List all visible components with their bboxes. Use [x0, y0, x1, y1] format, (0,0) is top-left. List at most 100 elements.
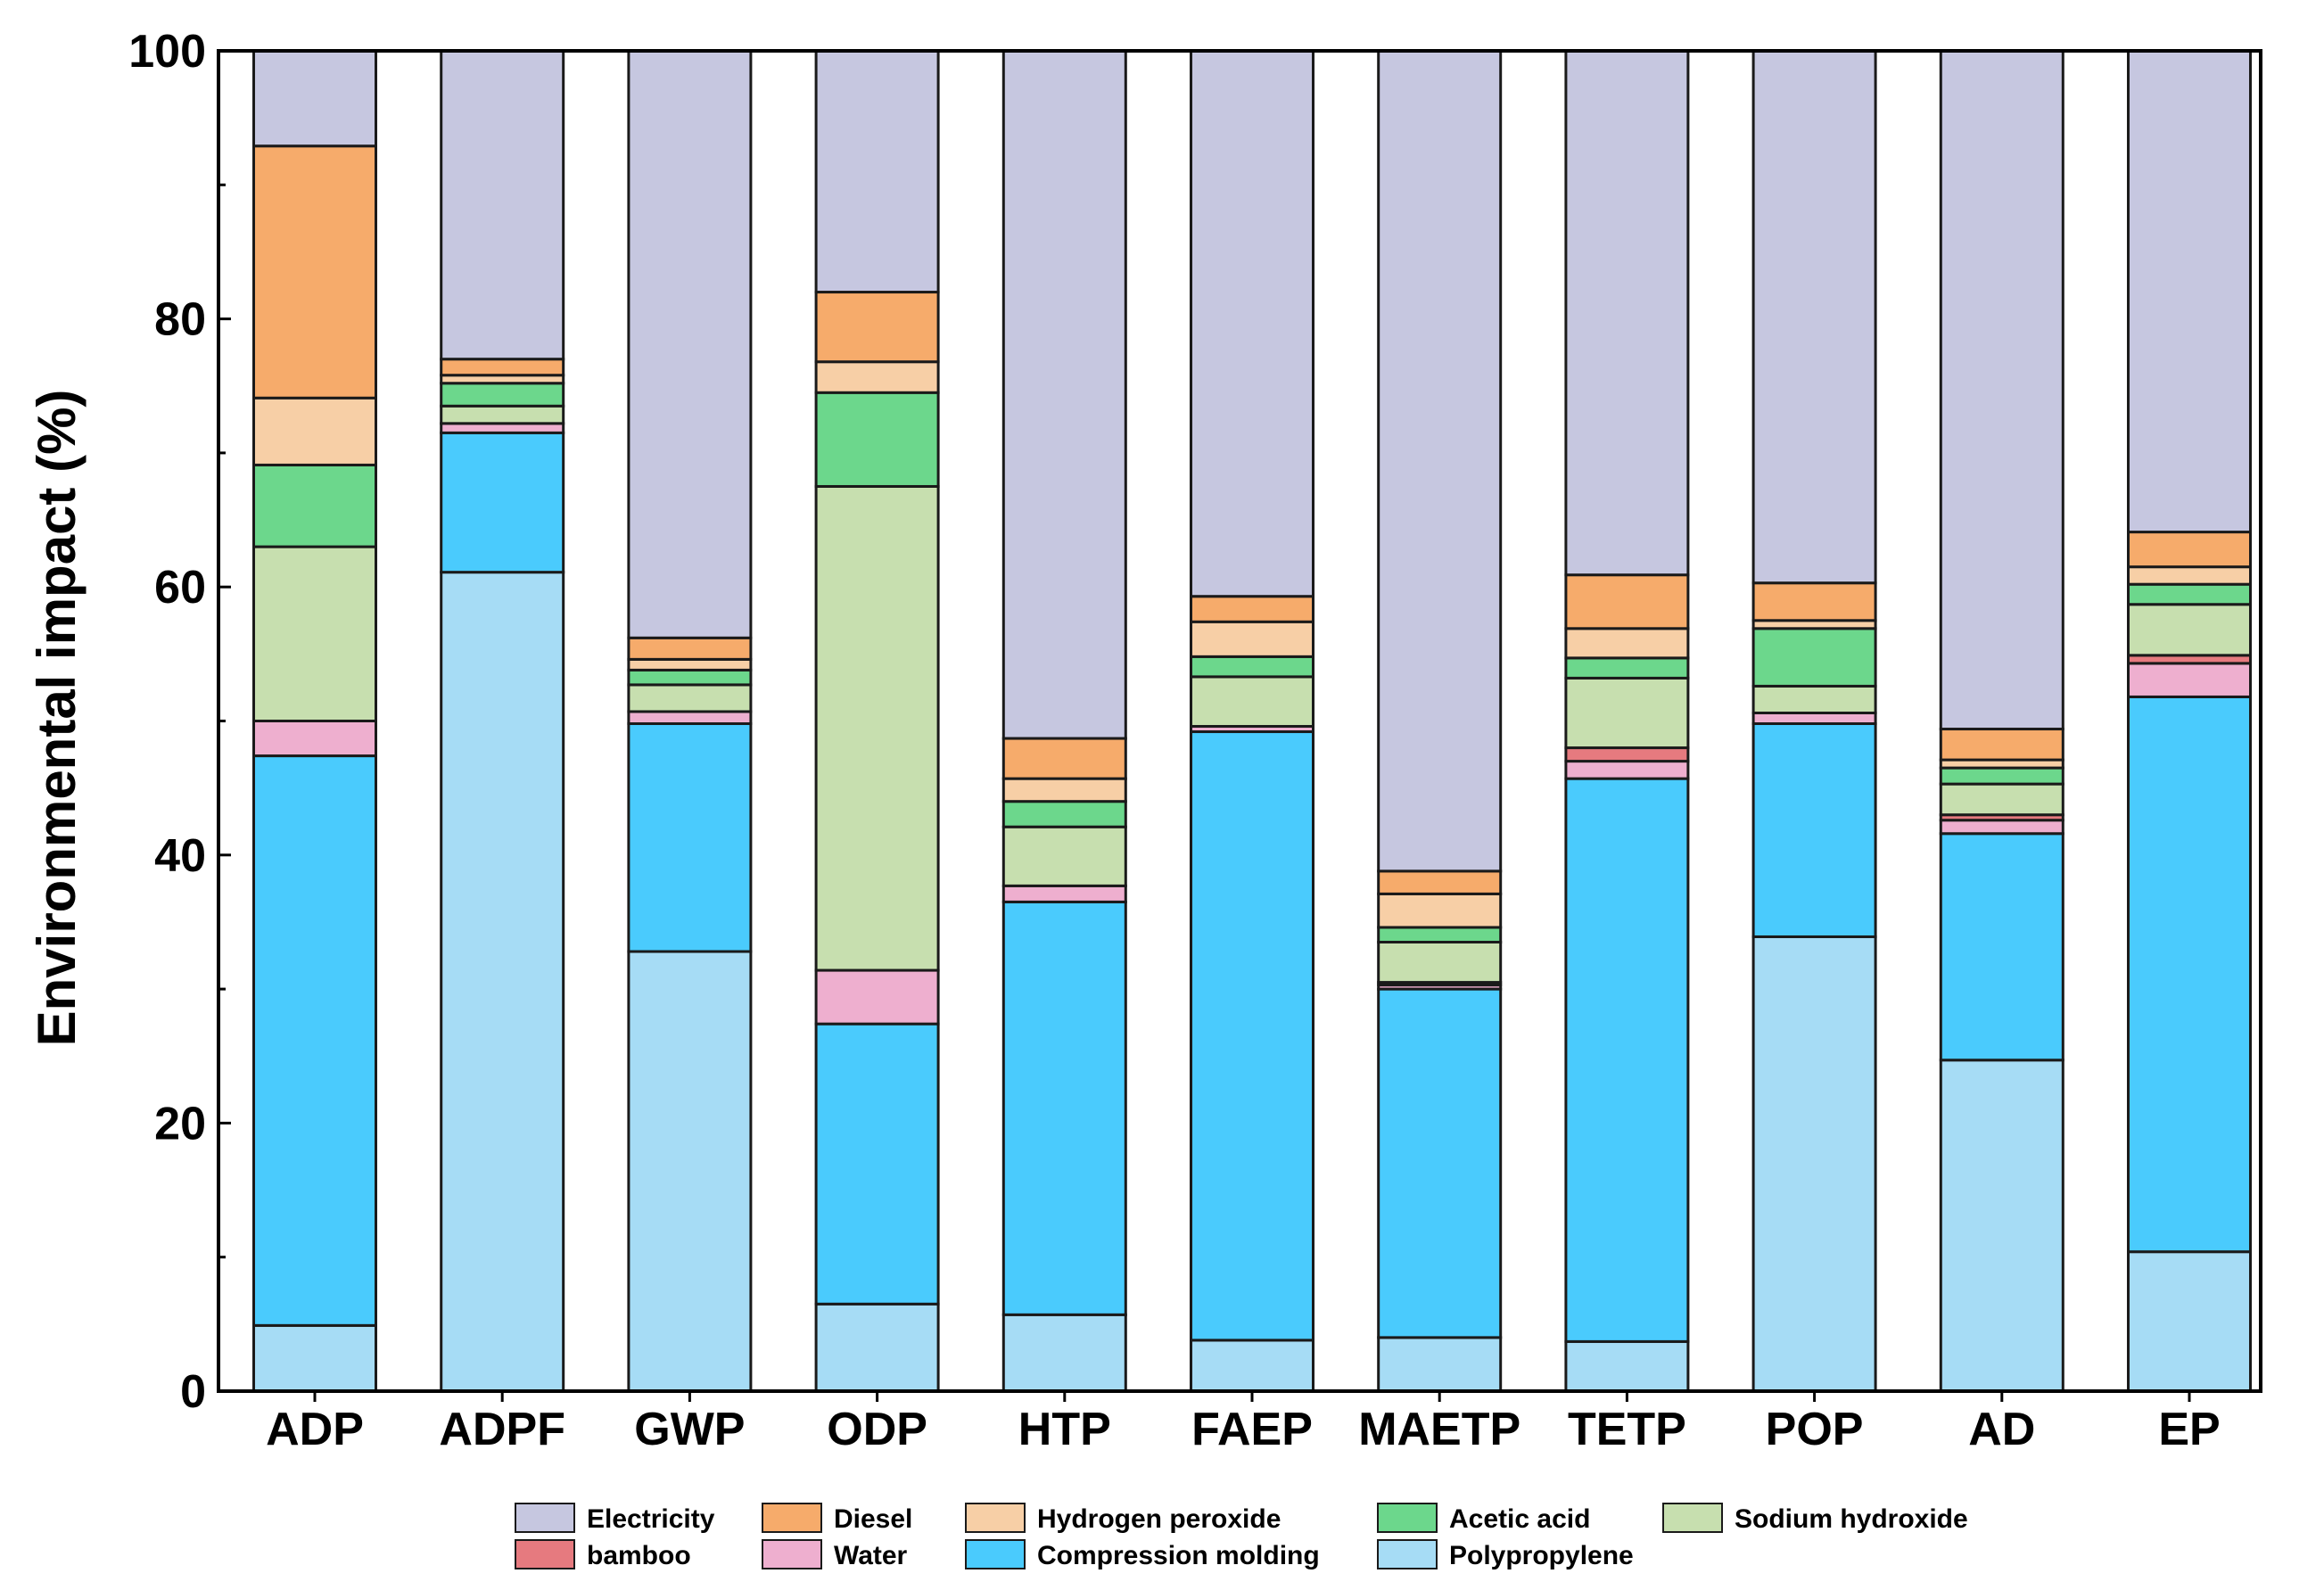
legend-item-acetic-acid: Acetic acid: [1377, 1503, 1590, 1534]
bar-segment-htp-water: [1001, 884, 1127, 903]
bar-segment-htp-diesel: [1001, 737, 1127, 780]
legend: Electricity Diesel Hydrogen peroxide Acetic…: [515, 1503, 1968, 1570]
bar-segment-ep-hydrogen-peroxide: [2127, 565, 2252, 586]
bar-segment-faep-diesel: [1190, 595, 1314, 623]
bar-segment-ep-polypropylene: [2127, 1250, 2252, 1393]
legend-item-electricity: Electricity: [515, 1503, 715, 1534]
legend-label-sodium-hydroxide: Sodium hydroxide: [1735, 1504, 1968, 1534]
legend-item-sodium-hydroxide: Sodium hydroxide: [1662, 1503, 1968, 1534]
bar-segment-ad-water: [1939, 819, 2064, 836]
bar-segment-ep-water: [2127, 662, 2252, 698]
bar-segment-adp-water: [252, 720, 377, 758]
x-tick-label-gwp: GWP: [634, 1404, 745, 1455]
bar-segment-htp-electricity: [1001, 49, 1127, 740]
bar-segment-gwp-hydrogen-peroxide: [627, 657, 753, 671]
bar-segment-adpf-acetic-acid: [440, 382, 565, 408]
y-tick-label-20: 20: [154, 1098, 206, 1149]
legend-item-diesel: Diesel: [762, 1503, 912, 1534]
bar-segment-adp-hydrogen-peroxide: [252, 396, 377, 466]
bar-segment-maetp-sodium-hydroxide: [1377, 940, 1503, 984]
legend-swatch-water: [762, 1539, 822, 1569]
legend-swatch-sodium-hydroxide: [1662, 1503, 1723, 1533]
legend-label-hydrogen-peroxide: Hydrogen peroxide: [1037, 1504, 1281, 1534]
axes-group: ADP ADPF GWP ODP HTP FAEP MAETP TETP POP AD EP 0 20 4…: [128, 26, 2262, 1455]
bar-segment-htp-polypropylene: [1001, 1313, 1127, 1393]
bar-segment-tetp-water: [1564, 760, 1690, 780]
bar-segment-faep-acetic-acid: [1190, 655, 1314, 679]
bar-segment-gwp-electricity: [627, 49, 753, 639]
bar-segment-maetp-compression-molding: [1377, 987, 1503, 1339]
bar-segment-ad-polypropylene: [1939, 1059, 2064, 1393]
bar-segment-gwp-sodium-hydroxide: [627, 683, 753, 713]
bar-segment-adp-acetic-acid: [252, 463, 377, 548]
legend-swatch-diesel: [762, 1503, 822, 1533]
legend-item-compression-molding: Compression molding: [965, 1539, 1320, 1570]
y-tick-label-0: 0: [180, 1366, 206, 1418]
legend-swatch-compression-molding: [965, 1539, 1026, 1569]
bar-segment-adpf-diesel: [440, 358, 565, 377]
bar-segment-faep-polypropylene: [1190, 1339, 1314, 1393]
bar-segment-faep-sodium-hydroxide: [1190, 675, 1314, 729]
bar-segment-tetp-sodium-hydroxide: [1564, 676, 1690, 750]
y-tick-label-80: 80: [154, 294, 206, 346]
bar-segment-odp-diesel: [814, 291, 940, 364]
bar-segment-adp-compression-molding: [252, 754, 377, 1327]
bar-segment-tetp-diesel: [1564, 573, 1690, 630]
x-tick-label-maetp: MAETP: [1358, 1404, 1520, 1455]
legend-item-water: Water: [762, 1539, 908, 1570]
bar-segment-gwp-water: [627, 710, 753, 726]
bar-segment-adp-diesel: [252, 144, 377, 400]
x-tick-label-tetp: TETP: [1568, 1404, 1686, 1455]
bar-segment-maetp-polypropylene: [1377, 1336, 1503, 1393]
bar-segment-tetp-hydrogen-peroxide: [1564, 627, 1690, 660]
bar-segment-ad-compression-molding: [1939, 832, 2064, 1062]
bar-segment-maetp-diesel: [1377, 869, 1503, 895]
bar-segment-odp-polypropylene: [814, 1302, 940, 1393]
x-tick-label-htp: HTP: [1018, 1404, 1111, 1455]
legend-item-bamboo: bamboo: [515, 1539, 691, 1570]
legend-item-polypropylene: Polypropylene: [1377, 1539, 1634, 1570]
bar-segment-adpf-electricity: [440, 49, 565, 361]
bar-segment-gwp-polypropylene: [627, 950, 753, 1393]
bar-segment-gwp-acetic-acid: [627, 668, 753, 687]
bar-segment-ep-acetic-acid: [2127, 582, 2252, 606]
legend-label-compression-molding: Compression molding: [1037, 1541, 1320, 1570]
bar-segment-ep-sodium-hydroxide: [2127, 603, 2252, 657]
bar-segment-tetp-electricity: [1564, 49, 1690, 577]
legend-swatch-acetic-acid: [1377, 1503, 1438, 1533]
x-tick-label-faep: FAEP: [1191, 1404, 1313, 1455]
x-tick-label-adpf: ADPF: [439, 1404, 565, 1455]
bar-segment-pop-diesel: [1751, 581, 1877, 622]
x-tick-label-adp: ADP: [266, 1404, 364, 1455]
bar-segment-odp-sodium-hydroxide: [814, 484, 940, 972]
bar-segment-maetp-acetic-acid: [1377, 926, 1503, 943]
bar-segment-htp-hydrogen-peroxide: [1001, 777, 1127, 803]
bar-segment-adpf-water: [440, 422, 565, 434]
bar-segment-odp-compression-molding: [814, 1022, 940, 1306]
legend-label-polypropylene: Polypropylene: [1449, 1541, 1634, 1570]
legend-item-hydrogen-peroxide: Hydrogen peroxide: [965, 1503, 1281, 1534]
bar-segment-adp-electricity: [252, 49, 377, 148]
legend-label-water: Water: [834, 1541, 908, 1570]
y-tick-label-60: 60: [154, 562, 206, 614]
bar-segment-htp-compression-molding: [1001, 900, 1127, 1316]
y-tick-label-100: 100: [128, 26, 206, 78]
legend-label-diesel: Diesel: [834, 1504, 912, 1534]
bar-segment-tetp-polypropylene: [1564, 1339, 1690, 1393]
bar-segment-adpf-polypropylene: [440, 571, 565, 1393]
legend-swatch-electricity: [515, 1503, 575, 1533]
legend-swatch-polypropylene: [1377, 1539, 1438, 1569]
legend-label-acetic-acid: Acetic acid: [1449, 1504, 1590, 1534]
bar-segment-htp-sodium-hydroxide: [1001, 825, 1127, 887]
bar-segment-pop-polypropylene: [1751, 935, 1877, 1393]
bar-segment-maetp-hydrogen-peroxide: [1377, 892, 1503, 929]
bar-segment-odp-acetic-acid: [814, 391, 940, 488]
bar-segment-ad-sodium-hydroxide: [1939, 782, 2064, 817]
bar-segment-pop-sodium-hydroxide: [1751, 684, 1877, 714]
x-tick-label-ep: EP: [2158, 1404, 2220, 1455]
y-tick-label-40: 40: [154, 830, 206, 882]
bar-segment-ad-electricity: [1939, 49, 2064, 731]
legend-swatch-hydrogen-peroxide: [965, 1503, 1026, 1533]
bar-segment-ad-diesel: [1939, 728, 2064, 762]
